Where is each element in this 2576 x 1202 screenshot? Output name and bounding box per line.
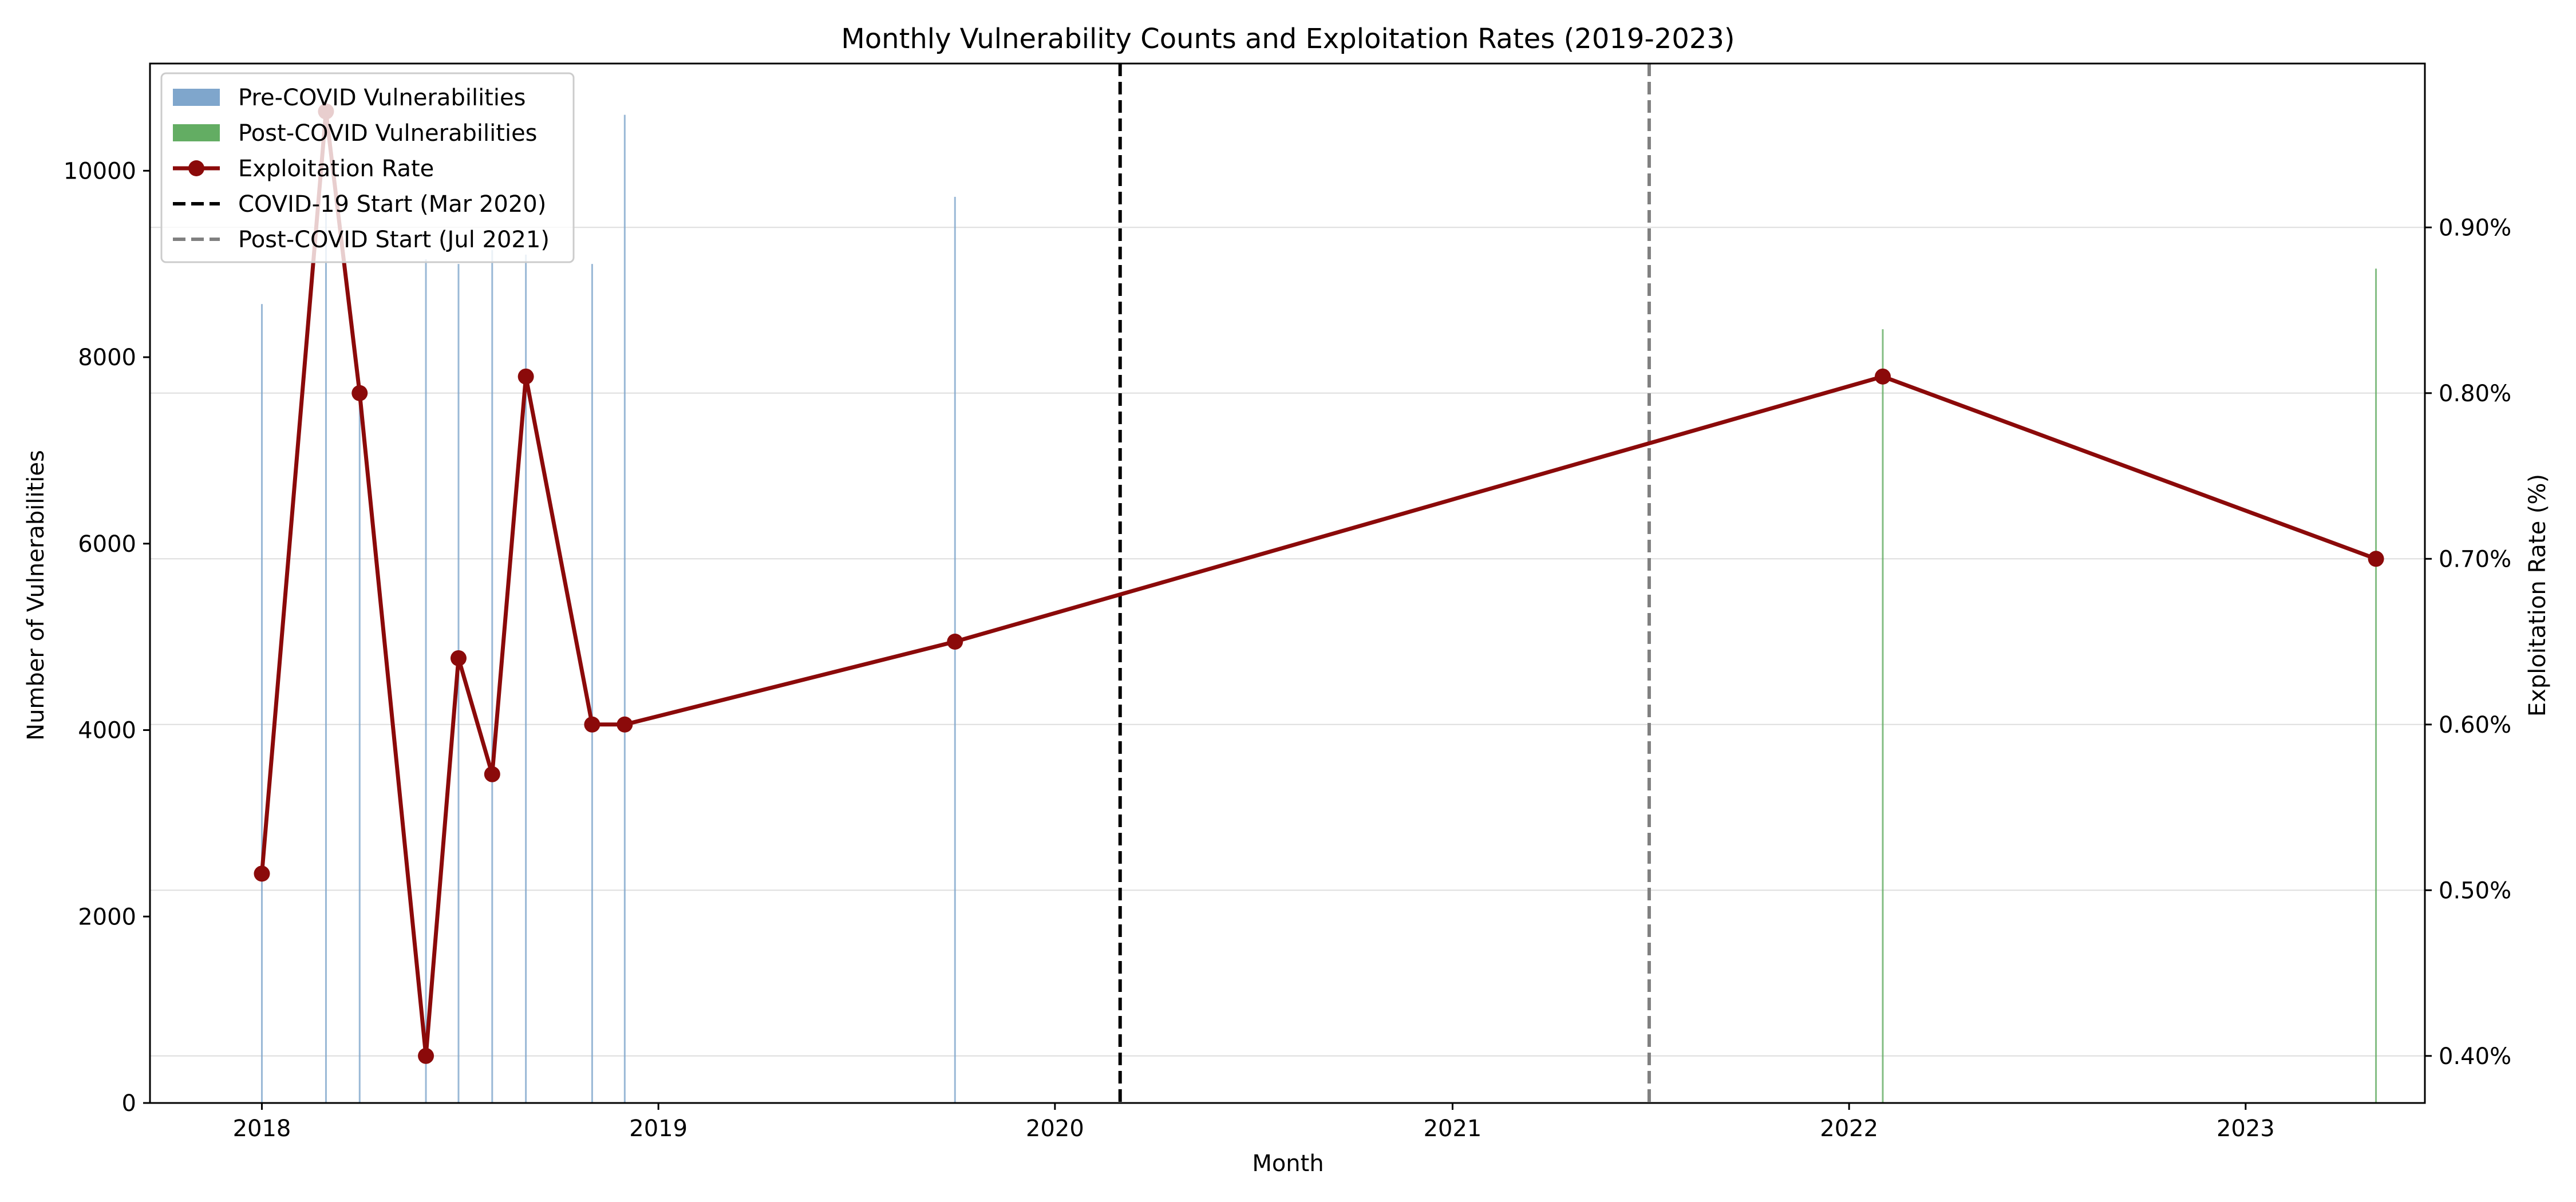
- legend-label-2: Exploitation Rate: [238, 156, 434, 182]
- y2-tick-label-3: 0.70%: [2439, 546, 2511, 572]
- x-tick-label-5: 2023: [2217, 1116, 2275, 1142]
- bar-0-0: [260, 304, 263, 1103]
- rate-point-6: [517, 368, 534, 385]
- bar-0-5: [491, 250, 493, 1104]
- legend-box: [160, 72, 575, 263]
- legend-label-0: Pre-COVID Vulnerabilities: [238, 85, 526, 111]
- bar-0-8: [623, 114, 626, 1103]
- bars: [260, 114, 2377, 1104]
- y-tick-label-5: 10000: [64, 158, 136, 184]
- rate-point-10: [1874, 368, 1891, 385]
- rate-point-9: [947, 634, 963, 650]
- x-tick-label-1: 2019: [629, 1116, 688, 1142]
- bar-0-1: [325, 211, 327, 1104]
- bar-0-4: [457, 264, 460, 1103]
- y-tick-label-2: 4000: [78, 718, 136, 744]
- y-tick-label-3: 6000: [78, 531, 136, 557]
- y2-tick-label-4: 0.80%: [2439, 381, 2511, 407]
- bar-1-1: [2375, 268, 2377, 1103]
- y-tick-label-1: 2000: [78, 904, 136, 930]
- y2-tick-label-0: 0.40%: [2439, 1043, 2511, 1070]
- y-tick-label-0: 0: [122, 1090, 136, 1117]
- chart-title: Monthly Vulnerability Counts and Exploit…: [841, 23, 1735, 55]
- bar-0-2: [358, 394, 361, 1103]
- y2-tick-label-2: 0.60%: [2439, 712, 2511, 738]
- x-tick-label-2: 2020: [1026, 1116, 1084, 1142]
- rate-point-8: [617, 716, 633, 733]
- bar-0-6: [525, 254, 527, 1103]
- rate-point-7: [584, 716, 600, 733]
- x-axis-label: Month: [1252, 1150, 1323, 1177]
- legend-swatch-0: [173, 89, 220, 106]
- rate-point-3: [418, 1047, 434, 1064]
- y2-tick-label-1: 0.50%: [2439, 877, 2511, 904]
- y-tick-label-4: 8000: [78, 345, 136, 371]
- bar-0-7: [591, 264, 593, 1103]
- axes: 2018 2019 2020 2021 2022 2023 0 2000 4000 6000 800…: [64, 158, 2511, 1142]
- x-tick-label-4: 2022: [1820, 1116, 1878, 1142]
- legend: Pre-COVID Vulnerabilities Post-COVID Vuln…: [160, 72, 575, 263]
- exploitation-rate-line: [254, 103, 2384, 1064]
- rate-point-4: [450, 650, 467, 666]
- y2-axis-label: Exploitation Rate (%): [2524, 474, 2551, 717]
- reference-lines: [1118, 64, 1651, 1103]
- legend-swatch-1: [173, 124, 220, 141]
- y-axis-label: Number of Vulnerabilities: [23, 450, 49, 741]
- rate-point-5: [484, 766, 500, 782]
- rate-point-0: [254, 865, 270, 882]
- x-tick-label-3: 2021: [1424, 1116, 1482, 1142]
- rate-point-2: [351, 385, 368, 401]
- grid: [150, 227, 2425, 1057]
- bar-1-0: [1882, 329, 1884, 1103]
- rate-point-11: [2368, 551, 2384, 567]
- bar-0-3: [425, 259, 427, 1104]
- legend-label-1: Post-COVID Vulnerabilities: [238, 120, 538, 147]
- plot-frame: [149, 62, 2426, 1104]
- legend-label-3: COVID-19 Start (Mar 2020): [238, 191, 546, 218]
- bar-0-9: [954, 196, 956, 1103]
- rate-line-path: [259, 109, 2377, 1058]
- legend-label-4: Post-COVID Start (Jul 2021): [238, 227, 550, 253]
- x-tick-label-0: 2018: [233, 1116, 291, 1142]
- y2-tick-label-5: 0.90%: [2439, 215, 2511, 241]
- legend-marker-2: [188, 160, 204, 176]
